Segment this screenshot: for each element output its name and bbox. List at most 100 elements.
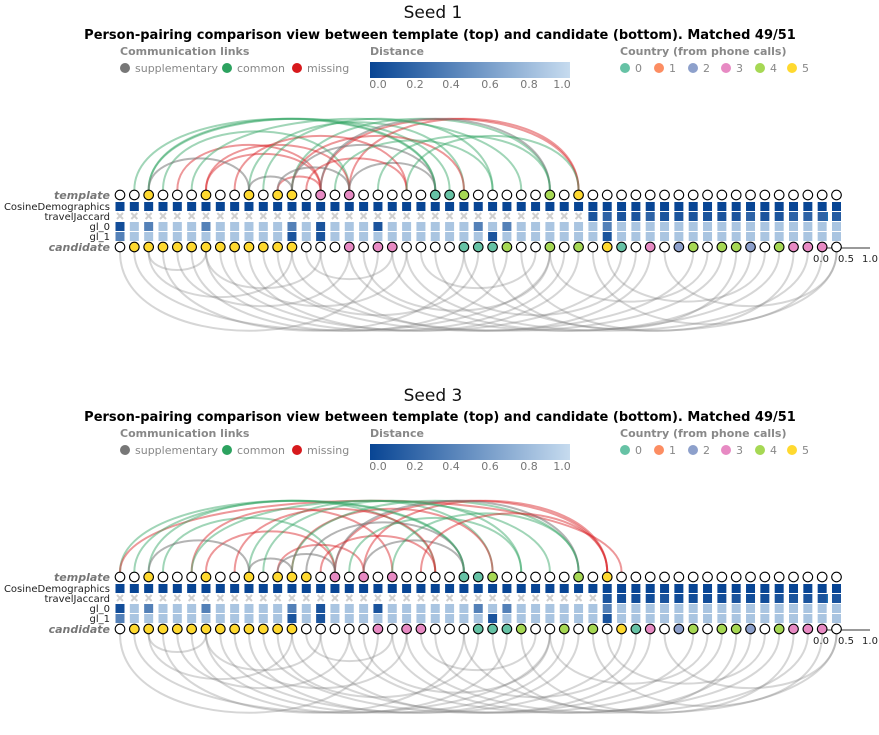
cosine-demographics-cell — [244, 202, 254, 211]
gl-1-cell — [359, 232, 369, 241]
gl-1-cell — [688, 232, 698, 241]
travel-jaccard-cell-missing-mark — [187, 212, 196, 220]
candidate-node — [186, 623, 197, 635]
arc-layer — [119, 117, 838, 332]
cosine-demographics-cell — [187, 584, 197, 593]
gl-1-cell — [230, 232, 240, 241]
common-link-arc — [290, 117, 551, 191]
gl-0-cell — [488, 604, 498, 613]
candidate-node — [759, 623, 771, 635]
country-legend-title: Country (from phone calls) — [620, 427, 787, 440]
travel-jaccard-cell — [631, 212, 641, 221]
gl-0-cell — [531, 604, 541, 613]
missing-link-arc — [233, 134, 408, 191]
gl-0-cell — [287, 604, 297, 613]
supplementary-link-arc — [319, 251, 652, 332]
candidate-node — [343, 623, 355, 635]
distance-scale-tick: 1.0 — [862, 636, 878, 647]
travel-jaccard-cell — [789, 212, 799, 221]
gl-1-cell — [273, 232, 283, 241]
cosine-demographics-cell — [588, 202, 598, 211]
travel-jaccard-cell — [803, 594, 813, 603]
candidate-node — [487, 241, 498, 253]
travel-jaccard-cell-missing-mark — [144, 594, 153, 602]
gl-0-cell — [760, 222, 770, 231]
gl-0-cell — [545, 604, 555, 613]
gl-0-cell — [402, 222, 412, 231]
template-node — [329, 571, 341, 583]
gl-1-cell — [273, 614, 283, 623]
distance-scale-tick: 0.0 — [813, 636, 829, 647]
candidate-node — [530, 623, 541, 635]
country-swatch-2 — [688, 445, 698, 455]
gl-1-cell — [803, 232, 813, 241]
template-node — [702, 571, 713, 583]
gl-0-cell — [158, 604, 168, 613]
candidate-node — [745, 623, 756, 635]
supplementary-link-arc — [348, 633, 781, 714]
cosine-demographics-cell — [473, 584, 483, 593]
candidate-node — [687, 623, 699, 635]
row-label-travel: travelJaccard — [45, 212, 111, 223]
template-node — [816, 189, 828, 201]
gl-0-cell — [373, 604, 383, 613]
candidate-node — [831, 241, 842, 253]
travel-jaccard-cell — [803, 212, 813, 221]
travel-jaccard-cell-missing-mark — [288, 212, 296, 220]
travel-jaccard-cell-missing-mark — [431, 594, 439, 602]
supplementary-link-arc — [147, 251, 207, 271]
country-label-2: 2 — [703, 62, 710, 75]
candidate-node — [272, 623, 283, 635]
travel-jaccard-cell-missing-mark — [116, 594, 124, 602]
cosine-demographics-cell — [158, 584, 168, 593]
node-layer — [114, 571, 842, 635]
template-node — [558, 189, 570, 201]
cosine-demographics-cell — [559, 202, 569, 211]
template-node — [515, 571, 527, 583]
travel-jaccard-cell-missing-mark — [417, 594, 425, 602]
gl-0-cell — [559, 604, 569, 613]
gl-1-cell — [789, 614, 799, 623]
travel-jaccard-cell-missing-mark — [288, 594, 296, 602]
gl-1-cell — [301, 232, 311, 241]
candidate-node — [730, 623, 742, 635]
legend-swatch-missing — [292, 63, 302, 73]
gl-0-cell — [617, 222, 627, 231]
cosine-demographics-cell — [559, 584, 569, 593]
template-node — [286, 189, 298, 201]
travel-jaccard-cell-missing-mark — [230, 212, 239, 220]
cosine-demographics-cell — [516, 202, 526, 211]
panel-seed-3: Seed 3 Person-pairing comparison view be… — [4, 386, 878, 714]
gl-1-cell — [373, 232, 383, 241]
cosine-demographics-cell — [645, 584, 655, 593]
template-node — [229, 189, 240, 201]
gl-1-cell — [459, 232, 469, 241]
candidate-node — [171, 241, 183, 253]
cosine-demographics-cell — [187, 202, 197, 211]
panel-title: Person-pairing comparison view between t… — [84, 28, 796, 43]
gl-1-cell — [144, 614, 154, 623]
cosine-demographics-cell — [545, 584, 555, 593]
gl-1-cell — [258, 614, 268, 623]
gl-0-cell — [301, 222, 311, 231]
gl-1-cell — [430, 614, 440, 623]
candidate-node — [257, 623, 269, 635]
cosine-demographics-cell — [631, 584, 641, 593]
cosine-demographics-cell — [617, 584, 627, 593]
travel-jaccard-cell-missing-mark — [388, 594, 396, 602]
template-node — [329, 189, 341, 201]
supplementary-link-arc — [276, 251, 480, 317]
template-node — [530, 571, 541, 583]
cosine-demographics-cell — [688, 202, 698, 211]
travel-jaccard-cell — [602, 594, 612, 603]
travel-jaccard-cell-missing-mark — [302, 594, 310, 602]
common-link-arc — [376, 134, 551, 191]
template-node — [143, 571, 155, 583]
gl-1-cell — [617, 232, 627, 241]
panel-title: Person-pairing comparison view between t… — [84, 410, 796, 425]
template-node — [343, 571, 355, 583]
candidate-node — [816, 623, 828, 635]
travel-jaccard-cell — [832, 594, 841, 603]
row-label-cosine: CosineDemographics — [4, 584, 110, 595]
travel-jaccard-cell — [660, 594, 670, 603]
